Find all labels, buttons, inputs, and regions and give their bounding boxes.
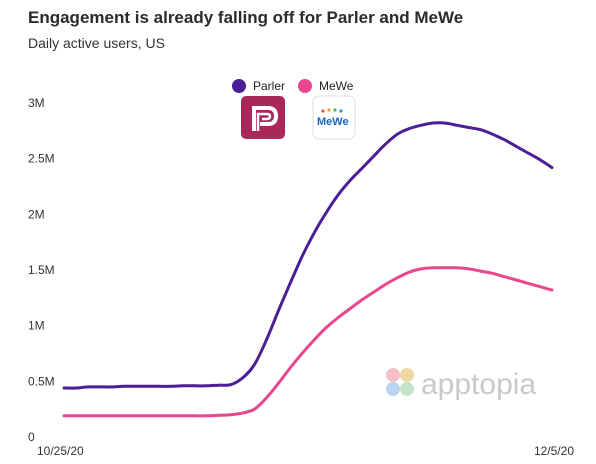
series-line-parler	[62, 121, 554, 390]
y-tick-label: 0.5M	[28, 374, 55, 388]
y-tick-label: 2.5M	[28, 152, 55, 166]
svg-text:MeWe: MeWe	[317, 116, 349, 128]
apptopia-watermark: apptopia	[386, 368, 536, 401]
series-lines	[62, 121, 554, 418]
y-tick-label: 0	[28, 430, 35, 444]
y-tick-label: 1.5M	[28, 263, 55, 277]
chart-title: Engagement is already falling off for Pa…	[28, 8, 464, 27]
x-tick-label: 12/5/20	[534, 444, 574, 458]
legend-marker-mewe	[298, 79, 312, 93]
mewe-logo-icon: MeWe	[312, 95, 356, 140]
chart-subtitle: Daily active users, US	[28, 35, 165, 51]
watermark-text: apptopia	[421, 368, 536, 401]
x-tick-label: 10/25/20	[37, 444, 84, 458]
y-axis: 0 0.5M 1M 1.5M 2M 2.5M 3M	[28, 96, 55, 444]
y-tick-label: 1M	[28, 319, 45, 333]
y-tick-label: 2M	[28, 207, 45, 221]
legend: Parler MeWe	[232, 79, 354, 93]
series-line-mewe	[62, 266, 554, 418]
x-axis: 10/25/20 12/5/20	[37, 444, 574, 458]
legend-label-mewe: MeWe	[319, 79, 354, 93]
y-tick-label: 3M	[28, 96, 45, 110]
apptopia-logo-icon	[386, 368, 414, 396]
legend-label-parler: Parler	[253, 79, 285, 93]
legend-marker-parler	[232, 79, 246, 93]
parler-logo-icon	[241, 96, 285, 139]
